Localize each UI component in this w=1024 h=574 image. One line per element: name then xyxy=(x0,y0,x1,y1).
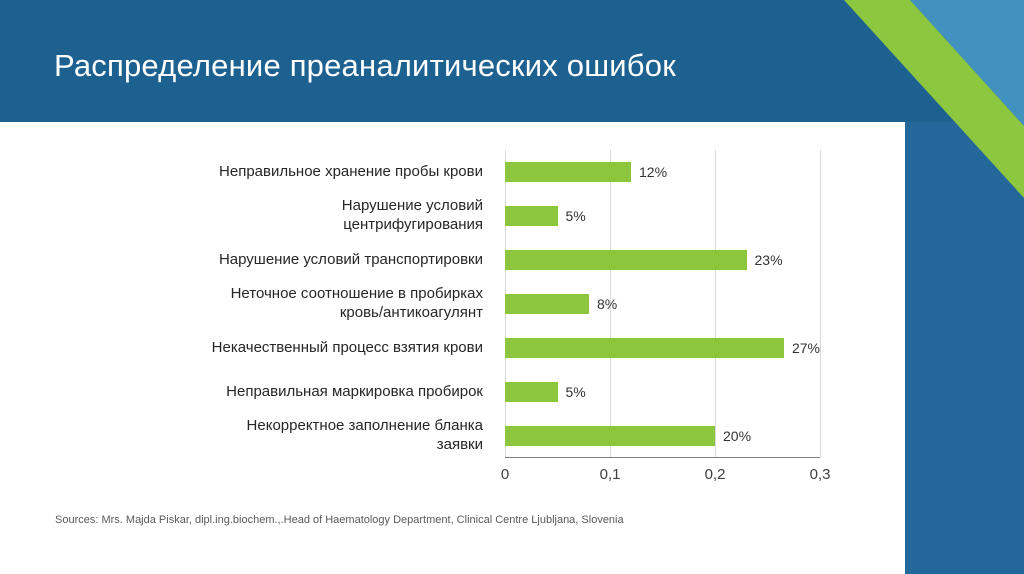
row-plot: 12% xyxy=(505,150,820,194)
chart-row: Неправильная маркировка пробирок 5% xyxy=(0,370,820,414)
value-label: 20% xyxy=(723,428,752,444)
page-title: Распределение преаналитических ошибок xyxy=(54,48,676,83)
slide-content: Неправильное хранение пробы крови 12% Нару… xyxy=(0,122,905,574)
chart-rows: Неправильное хранение пробы крови 12% Нару… xyxy=(0,150,820,458)
category-label: Нарушение условий транспортировки xyxy=(218,250,483,268)
x-tick-label: 0,2 xyxy=(704,466,726,483)
value-label: 23% xyxy=(754,252,783,268)
corner-green-stripe xyxy=(844,0,1024,198)
row-plot: 23% xyxy=(505,238,820,282)
bar xyxy=(505,162,631,182)
row-plot: 5% xyxy=(505,370,820,414)
category-label: Неправильная маркировка пробирок xyxy=(226,382,483,400)
header-band: Распределение преаналитических ошибок xyxy=(0,0,1024,122)
row-plot: 27% xyxy=(505,326,820,370)
chart-row: Некорректное заполнение бланка заявки 20% xyxy=(0,414,820,458)
category-label: Некорректное заполнение бланка заявки xyxy=(246,417,483,453)
bar xyxy=(505,426,715,446)
chart-row: Нарушение условий центрифугирования 5% xyxy=(0,194,820,238)
row-plot: 20% xyxy=(505,414,820,458)
value-label: 12% xyxy=(639,164,668,180)
gridline xyxy=(715,150,716,457)
value-label: 5% xyxy=(565,208,586,224)
bar xyxy=(505,338,784,358)
bar xyxy=(505,382,558,402)
category-label: Некачественный процесс взятия крови xyxy=(211,338,483,356)
category-label: Нарушение условий центрифугирования xyxy=(341,197,483,233)
row-plot: 5% xyxy=(505,194,820,238)
bar xyxy=(505,294,589,314)
chart-row: Нарушение условий транспортировки 23% xyxy=(0,238,820,282)
x-tick-label: 0,1 xyxy=(599,466,621,483)
value-label: 27% xyxy=(791,340,820,356)
x-tick-label: 0,3 xyxy=(809,466,831,483)
value-label: 8% xyxy=(597,296,618,312)
corner-decoration xyxy=(844,0,1024,198)
chart-row: Неправильное хранение пробы крови 12% xyxy=(0,150,820,194)
category-label: Неправильное хранение пробы крови xyxy=(219,162,483,180)
x-tick-label: 0 xyxy=(500,466,510,483)
gridline xyxy=(610,150,611,457)
chart-row: Неточное соотношение в пробирках кровь/а… xyxy=(0,282,820,326)
gridline xyxy=(820,150,821,457)
bar xyxy=(505,250,747,270)
bar xyxy=(505,206,558,226)
row-plot: 8% xyxy=(505,282,820,326)
chart-row: Некачественный процесс взятия крови 27% xyxy=(0,326,820,370)
source-text: Sources: Mrs. Majda Piskar, dipl.ing.bio… xyxy=(55,514,624,526)
category-label: Неточное соотношение в пробирках кровь/а… xyxy=(230,285,483,321)
x-axis-ticks: 0 0,1 0,2 0,3 xyxy=(501,466,831,486)
value-label: 5% xyxy=(565,384,586,400)
